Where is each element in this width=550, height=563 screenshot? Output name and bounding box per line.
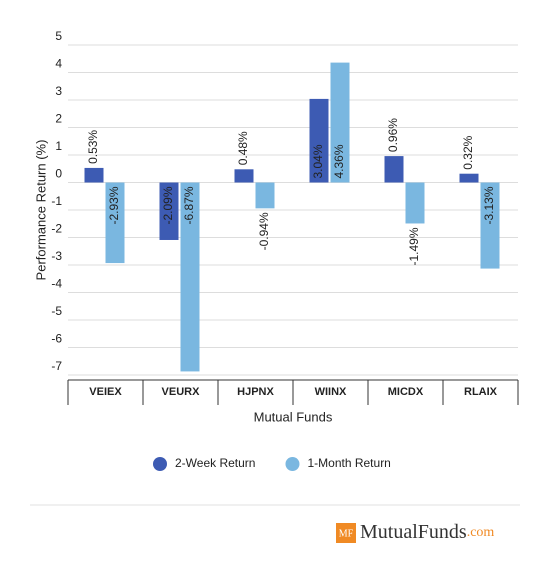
y-tick-label: -2 [51, 222, 62, 236]
legend-marker [285, 457, 300, 471]
legend-label: 1-Month Return [307, 456, 390, 470]
value-label: -2.93% [107, 186, 121, 224]
x-tick-label: VEIEX [89, 386, 122, 398]
x-tick-label: VEURX [162, 386, 201, 398]
value-label: 3.04% [311, 144, 325, 178]
value-label: 0.32% [461, 135, 475, 169]
bar [480, 182, 500, 269]
value-label: 0.53% [86, 130, 100, 164]
logo-name: MutualFunds.com [360, 521, 494, 543]
value-label: -2.09% [161, 186, 175, 224]
x-tick-label: MICDX [388, 386, 424, 398]
logo-name-text: MutualFunds [360, 521, 467, 543]
y-tick-label: -7 [51, 359, 62, 373]
y-tick-label: 2 [55, 112, 62, 126]
bar [330, 62, 350, 183]
value-label: 4.36% [332, 144, 346, 178]
bar [234, 169, 254, 183]
bar [105, 182, 125, 264]
bar [309, 98, 329, 183]
value-label: -1.49% [407, 227, 421, 265]
y-axis-title: Performance Return (%) [33, 140, 48, 281]
y-tick-label: -4 [51, 277, 62, 291]
logo-badge: MF [339, 528, 354, 539]
value-label: 0.48% [236, 131, 250, 165]
bar [159, 182, 179, 240]
x-tick-label: RLAIX [464, 386, 498, 398]
bar [405, 182, 425, 224]
y-tick-label: 5 [55, 29, 62, 43]
y-tick-label: 0 [55, 167, 62, 181]
y-tick-label: -6 [51, 332, 62, 346]
value-label: -3.13% [482, 186, 496, 224]
logo-suffix: .com [467, 525, 495, 540]
y-tick-label: 1 [55, 139, 62, 153]
x-tick-label: HJPNX [237, 386, 274, 398]
y-tick-label: -1 [51, 194, 62, 208]
bar [255, 182, 275, 209]
legend-marker [153, 457, 167, 471]
y-tick-label: -3 [51, 249, 62, 263]
bar [84, 167, 104, 183]
y-tick-label: -5 [51, 304, 62, 318]
value-label: -0.94% [257, 212, 271, 250]
bar [459, 173, 479, 183]
bar [180, 182, 200, 372]
value-label: -6.87% [182, 186, 196, 224]
logo-badge-bg [336, 523, 356, 543]
value-label: 0.96% [386, 118, 400, 152]
y-tick-label: 3 [55, 84, 62, 98]
bar [384, 156, 404, 183]
y-tick-label: 4 [55, 57, 62, 71]
legend-label: 2-Week Return [175, 456, 255, 470]
x-tick-label: WIINX [315, 386, 347, 398]
x-axis-title: Mutual Funds [254, 409, 333, 424]
